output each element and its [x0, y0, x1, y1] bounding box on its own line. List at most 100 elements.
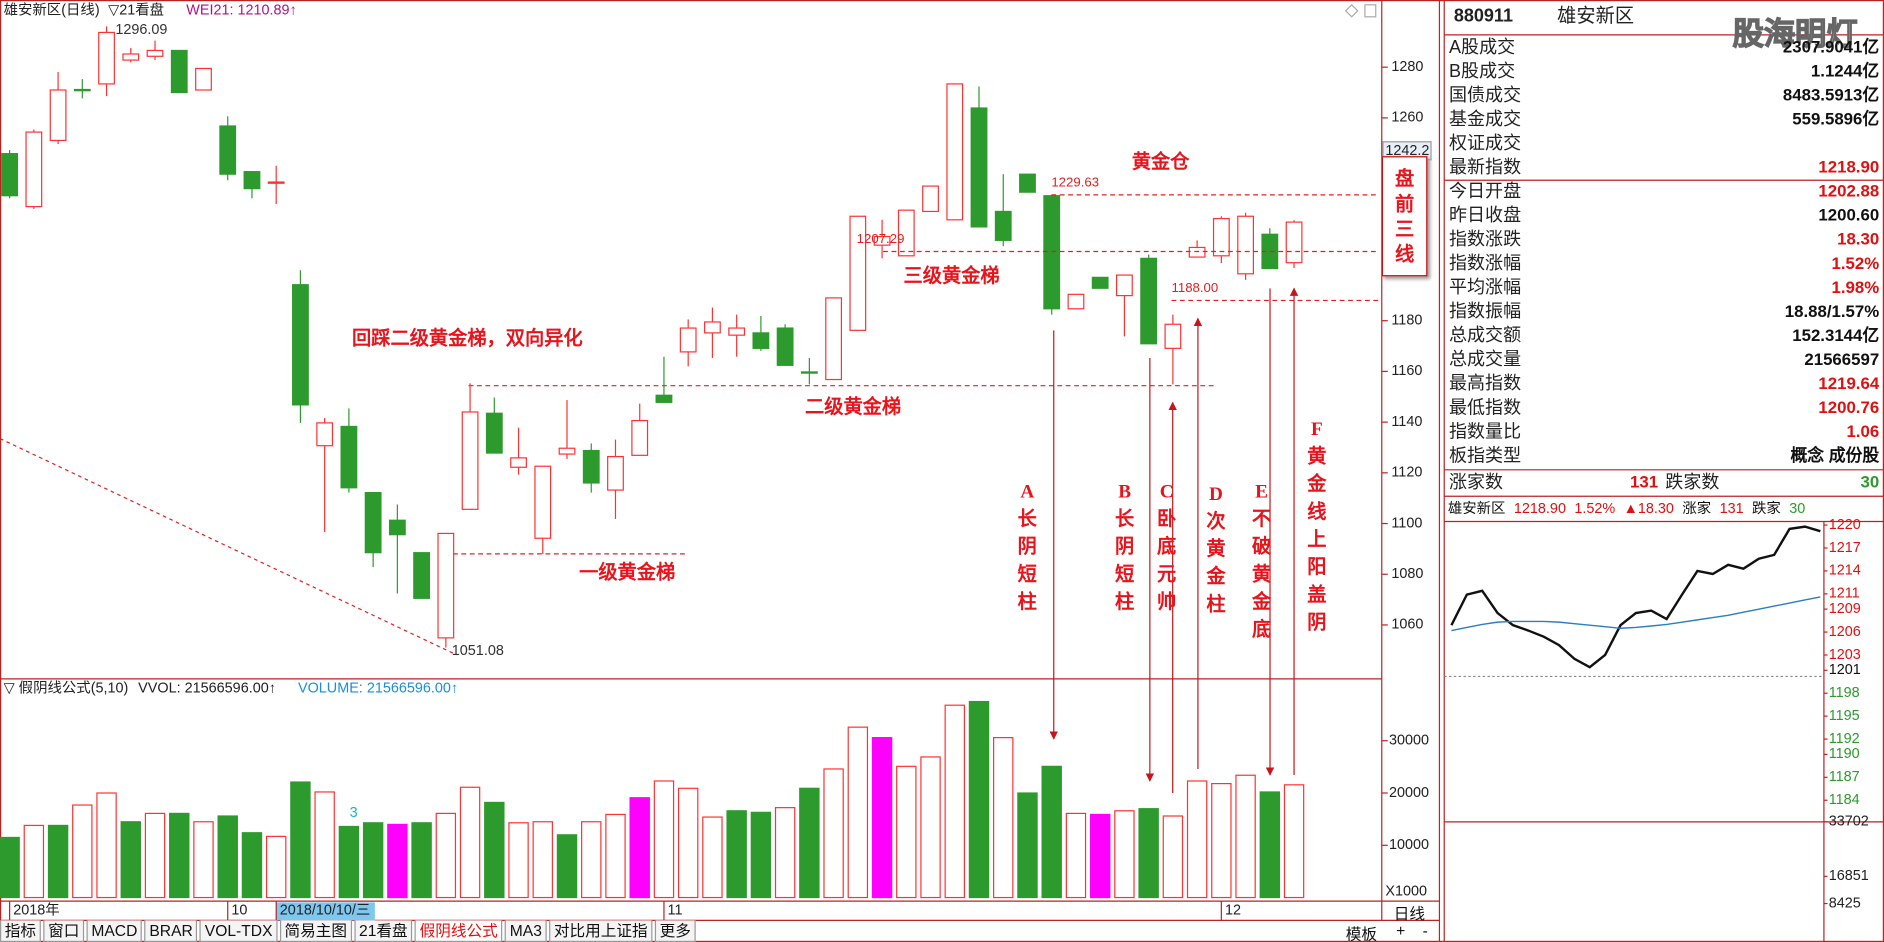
intraday-line [1451, 596, 1821, 632]
toolbar-tab[interactable]: 更多 [654, 920, 696, 942]
y-tick-label: 1195 [1829, 708, 1860, 724]
candle-body [728, 327, 746, 336]
y-tick-label: 10000 [1389, 837, 1429, 853]
callout: B长阴短柱 [1115, 481, 1135, 613]
y-tick-label: 1140 [1391, 414, 1422, 430]
candle-body [1140, 257, 1158, 345]
candle-body [1237, 215, 1255, 275]
y-tick-label: 30000 [1389, 733, 1429, 749]
candle-body [1, 153, 19, 197]
toolbar-tab[interactable]: MA3 [504, 920, 547, 942]
info-label: 总成交额 [1449, 325, 1521, 345]
toolbar: 指标 窗口 MACD BRAR VOL-TDX 简易主图 21看盘 假阴线公式 MA3 对比用上证… [0, 920, 1382, 942]
y-tick-label: 1180 [1391, 313, 1422, 329]
info-label: 权证成交 [1449, 133, 1521, 153]
info-label: 最新指数 [1449, 157, 1521, 177]
volume-bar [799, 787, 820, 899]
volume-bar [1235, 774, 1256, 899]
candle-body [873, 235, 891, 246]
volume-bar [1065, 812, 1087, 899]
volume-bar [871, 737, 893, 899]
y-tick-label: 1184 [1829, 792, 1860, 808]
candle-body [219, 125, 237, 175]
candle-body [292, 284, 309, 406]
candle-body [243, 171, 261, 190]
candle-body [752, 332, 770, 349]
info-label: 基金成交 [1449, 109, 1521, 129]
template-button[interactable]: 模板 [1345, 925, 1377, 942]
volume-bar [581, 821, 602, 899]
volume-bar [677, 787, 699, 899]
volume-indicator: VVOL: 21566596.00↑ [138, 680, 276, 696]
volume-bar [1162, 815, 1184, 899]
toolbar-tab[interactable]: 窗口 [43, 920, 85, 942]
intraday-header: 30 [1789, 501, 1805, 517]
y-tick-label: 1280 [1391, 59, 1423, 75]
y-tick-label: 1198 [1829, 685, 1860, 701]
candle-body [122, 53, 140, 61]
info-name: 雄安新区 [1557, 5, 1634, 27]
info-label: 板指类型 [1449, 445, 1521, 465]
volume-bar [532, 821, 553, 899]
candle-body [413, 552, 431, 599]
volume-note: 3 [350, 805, 358, 821]
candle-body [388, 519, 406, 536]
volume-bar [459, 786, 481, 899]
y-tick-label: 1209 [1829, 601, 1861, 617]
candle-body [1019, 173, 1036, 193]
toolbar-tab[interactable]: VOL-TDX [199, 920, 278, 942]
candle-body [340, 425, 358, 489]
candle-body [655, 394, 673, 403]
intraday-header: 跌家 [1752, 500, 1781, 517]
toolbar-tab[interactable]: 假阴线公式 [414, 920, 503, 942]
callout: D次黄金柱 [1206, 484, 1226, 616]
info-label: 指数涨幅 [1449, 253, 1521, 273]
toolbar-tab[interactable]: 简易主图 [279, 920, 352, 942]
volume-bar [1041, 765, 1062, 899]
candle-body [1067, 293, 1085, 310]
volume-bar [290, 781, 311, 899]
volume-bar [1138, 808, 1159, 899]
intraday-line [1450, 525, 1821, 669]
volume-bar [217, 815, 238, 899]
volume-bar [435, 812, 457, 899]
toolbar-tab[interactable]: MACD [86, 920, 143, 942]
candle-body [73, 88, 91, 92]
volume-bar [823, 768, 844, 899]
info-label: 今日开盘 [1449, 181, 1521, 201]
candle-body [316, 422, 334, 447]
info-value: 1218.90 [1818, 158, 1879, 177]
zoom-in[interactable]: + [1396, 921, 1406, 940]
x-tick-label: 2018/10/10/三 [280, 903, 371, 919]
callout: F黄金线上阳盖阴 [1307, 419, 1327, 634]
candle-body [1116, 274, 1133, 297]
candle-body [267, 181, 285, 184]
volume-bar [314, 791, 335, 899]
toolbar-tab[interactable]: 指标 [0, 920, 41, 942]
callout: C卧底元帅 [1157, 481, 1177, 613]
candle-body [776, 327, 794, 366]
volume-bar [1114, 810, 1135, 899]
candle-body [1164, 323, 1182, 349]
candle-body [1212, 217, 1230, 257]
toolbar-tab[interactable]: 对比用上证指 [549, 920, 653, 942]
volume-bar [1211, 783, 1232, 899]
toolbar-tab[interactable]: BRAR [144, 920, 198, 942]
toolbar-tab[interactable]: 21看盘 [354, 920, 413, 942]
volume-bar [265, 835, 287, 899]
info-label: 指数振幅 [1449, 301, 1521, 321]
zoom-out[interactable]: - [1422, 921, 1428, 940]
volume-unit: X1000 [1385, 883, 1427, 899]
volume-bar [556, 834, 578, 899]
info-label: 最低指数 [1449, 397, 1521, 417]
info-value: 8483.5913亿 [1783, 85, 1879, 105]
info-label: 总成交量 [1449, 349, 1521, 369]
y-tick-label: 1220 [1829, 517, 1861, 533]
price-label: 1296.09 [115, 22, 167, 38]
info-value: 2307.9041亿 [1783, 36, 1879, 56]
candle-body [146, 49, 164, 57]
y-tick-label: 1211 [1829, 586, 1860, 602]
candle-body [607, 455, 624, 491]
